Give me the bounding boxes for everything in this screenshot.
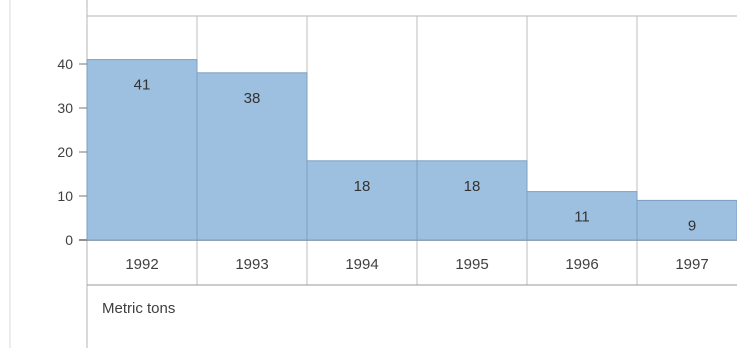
data-label: 18 xyxy=(464,178,481,195)
x-tick-label: 1994 xyxy=(345,256,378,273)
y-tick-label: 10 xyxy=(57,188,73,204)
unit-label: Metric tons xyxy=(102,300,176,317)
y-tick-label: 20 xyxy=(57,144,73,160)
y-axis: 0 10 20 30 40 xyxy=(57,56,87,248)
y-tick-label: 30 xyxy=(57,100,73,116)
y-tick-label: 0 xyxy=(65,232,73,248)
data-label: 9 xyxy=(688,217,696,234)
bar xyxy=(636,199,737,241)
bar xyxy=(306,160,418,241)
data-label: 11 xyxy=(574,209,590,226)
x-tick-label: 1996 xyxy=(565,256,598,273)
x-tick-label: 1993 xyxy=(235,256,268,273)
data-label: 38 xyxy=(244,90,261,107)
x-tick-label: 1995 xyxy=(455,256,488,273)
x-tick-label: 1992 xyxy=(125,256,158,273)
data-label: 41 xyxy=(134,77,151,94)
x-tick-label: 1997 xyxy=(675,256,708,273)
bars-layer xyxy=(86,59,737,241)
bar xyxy=(526,191,638,241)
bar xyxy=(86,59,198,241)
data-label: 18 xyxy=(354,178,371,195)
labels-layer: 41 1992 38 1993 18 1994 18 1995 11 1996 9 1997 xyxy=(125,77,708,273)
y-tick-label: 40 xyxy=(57,56,73,72)
bar xyxy=(196,72,308,241)
bar xyxy=(416,160,528,241)
